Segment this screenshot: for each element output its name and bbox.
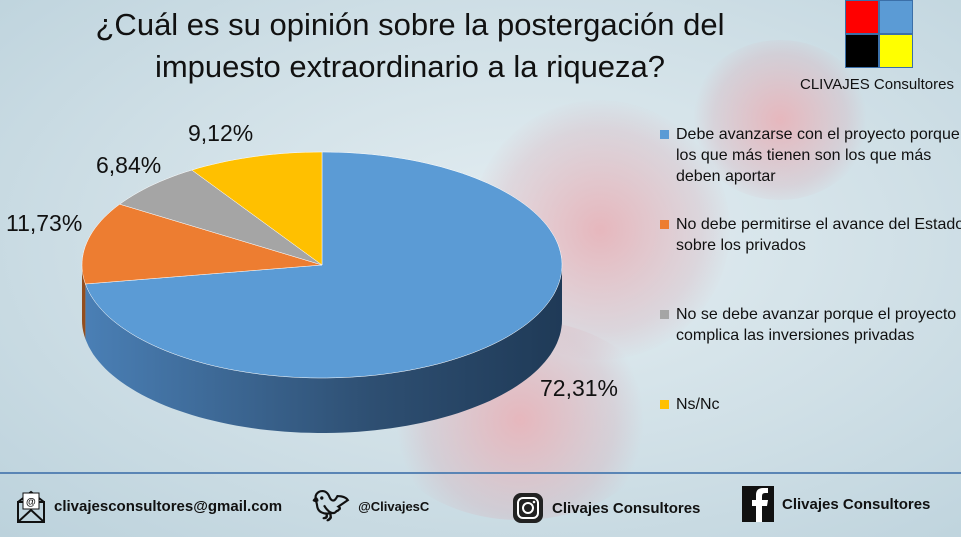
pie-slice-0 (85, 151, 563, 379)
logo-red-square (845, 0, 879, 34)
legend-swatch (660, 310, 669, 319)
twitter-icon: 🐦︎ (312, 489, 351, 523)
footer-twitter[interactable]: 🐦︎ @ClivajesC (312, 488, 429, 524)
facebook-text: Clivajes Consultores (782, 495, 931, 513)
title-line-2: impuesto extraordinario a la riqueza? (154, 49, 666, 84)
virus-background (690, 40, 870, 200)
legend-label: No se debe avanzar porque el proyecto co… (676, 306, 957, 344)
data-label-1: 11,73% (6, 210, 83, 236)
pie-slice-side-0 (85, 265, 563, 433)
legend-item-0: Debe avanzarse con el proyecto porque lo… (660, 124, 961, 187)
clivajes-logo (845, 0, 913, 68)
logo-blue-square (879, 0, 913, 34)
logo-text: CLIVAJES Consultores (800, 76, 954, 93)
footer-divider (0, 472, 961, 474)
pie-slice-side-1 (82, 265, 86, 339)
logo-yellow-square (879, 34, 913, 68)
legend-item-3: Ns/Nc (660, 394, 961, 415)
footer-instagram[interactable]: Clivajes Consultores (512, 490, 700, 526)
footer-email[interactable]: @ clivajesconsultores@gmail.com (16, 488, 282, 524)
footer-facebook[interactable]: Clivajes Consultores (742, 486, 930, 522)
legend-label: No debe permitirse el avance del Estado … (676, 216, 961, 254)
legend-label: Debe avanzarse con el proyecto porque lo… (676, 126, 960, 185)
logo-black-square (845, 34, 879, 68)
data-label-2: 6,84% (96, 152, 162, 178)
pie-slice-1 (81, 203, 323, 285)
legend-label: Ns/Nc (676, 396, 720, 413)
legend-item-2: No se debe avanzar porque el proyecto co… (660, 304, 961, 346)
email-icon: @ (17, 490, 45, 523)
email-text: clivajesconsultores@gmail.com (54, 497, 283, 515)
instagram-icon (513, 493, 543, 523)
legend-swatch (660, 130, 669, 139)
chart-title: ¿Cuál es su opinión sobre la postergació… (40, 4, 780, 88)
legend-item-1: No debe permitirse el avance del Estado … (660, 214, 961, 256)
svg-text:@: @ (26, 497, 36, 508)
facebook-icon (742, 486, 774, 522)
title-line-1: ¿Cuál es su opinión sobre la postergació… (95, 7, 725, 42)
data-label-3: 9,12% (188, 120, 254, 146)
legend-swatch (660, 400, 669, 409)
pie-slice-3 (191, 151, 323, 266)
pie-slice-2 (119, 169, 323, 266)
instagram-text: Clivajes Consultores (552, 499, 701, 517)
legend-swatch (660, 220, 669, 229)
data-label-0: 72,31% (540, 375, 619, 401)
twitter-handle: @ClivajesC (358, 498, 430, 514)
